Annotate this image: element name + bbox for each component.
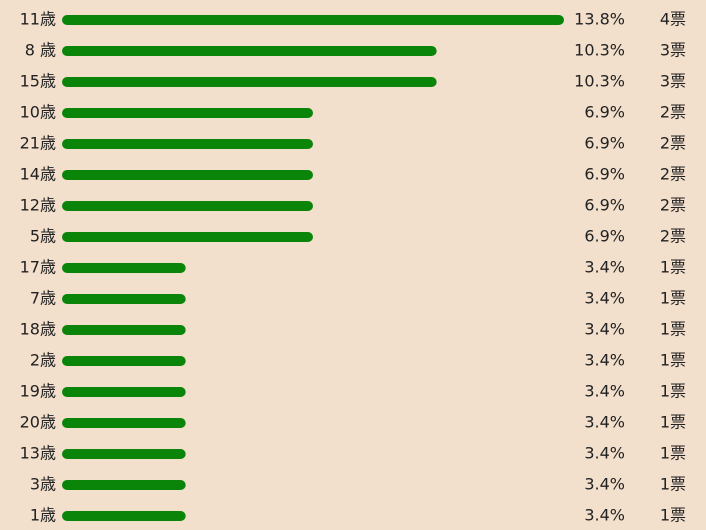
percent-label: 3.4% [584,258,625,277]
category-label: 19歳 [20,382,56,401]
category-label: 5歳 [30,227,56,246]
bar [62,449,186,459]
percent-label: 3.4% [584,289,625,308]
percent-label: 6.9% [584,196,625,215]
vote-label: 2票 [660,227,686,246]
bar [62,418,186,428]
vote-label: 1票 [660,475,686,494]
percent-label: 6.9% [584,103,625,122]
percent-label: 13.8% [574,10,625,29]
bar [62,201,313,211]
percent-label: 6.9% [584,165,625,184]
percent-label: 3.4% [584,382,625,401]
vote-label: 1票 [660,444,686,463]
category-label: 11歳 [20,10,56,29]
category-label: 3歳 [30,475,56,494]
category-label: 13歳 [20,444,56,463]
category-label: 12歳 [20,196,56,215]
category-label: 20歳 [20,413,56,432]
bar [62,77,437,87]
percent-label: 10.3% [574,72,625,91]
category-label: 8 歳 [25,41,56,60]
percent-label: 3.4% [584,413,625,432]
category-label: 2歳 [30,351,56,370]
category-label: 14歳 [20,165,56,184]
percent-label: 3.4% [584,475,625,494]
bar [62,263,186,273]
bar [62,294,186,304]
category-label: 17歳 [20,258,56,277]
bar [62,480,186,490]
bar [62,139,313,149]
category-label: 15歳 [20,72,56,91]
vote-label: 1票 [660,382,686,401]
percent-label: 3.4% [584,320,625,339]
vote-label: 2票 [660,134,686,153]
vote-label: 2票 [660,196,686,215]
bar [62,232,313,242]
vote-label: 2票 [660,103,686,122]
percent-label: 10.3% [574,41,625,60]
bar [62,170,313,180]
vote-label: 1票 [660,258,686,277]
bar [62,387,186,397]
category-label: 18歳 [20,320,56,339]
category-label: 1歳 [30,506,56,525]
percent-label: 3.4% [584,351,625,370]
bar [62,325,186,335]
category-label: 10歳 [20,103,56,122]
vote-label: 1票 [660,413,686,432]
category-label: 21歳 [20,134,56,153]
bar [62,356,186,366]
bar [62,46,437,56]
vote-label: 1票 [660,351,686,370]
category-label: 7歳 [30,289,56,308]
percent-label: 3.4% [584,506,625,525]
percent-label: 3.4% [584,444,625,463]
bar [62,108,313,118]
vote-label: 1票 [660,289,686,308]
vote-label: 1票 [660,320,686,339]
bar [62,511,186,521]
vote-label: 3票 [660,72,686,91]
percent-label: 6.9% [584,134,625,153]
vote-label: 2票 [660,165,686,184]
vote-label: 1票 [660,506,686,525]
vote-label: 4票 [660,10,686,29]
percent-label: 6.9% [584,227,625,246]
vote-label: 3票 [660,41,686,60]
bar [62,15,564,25]
